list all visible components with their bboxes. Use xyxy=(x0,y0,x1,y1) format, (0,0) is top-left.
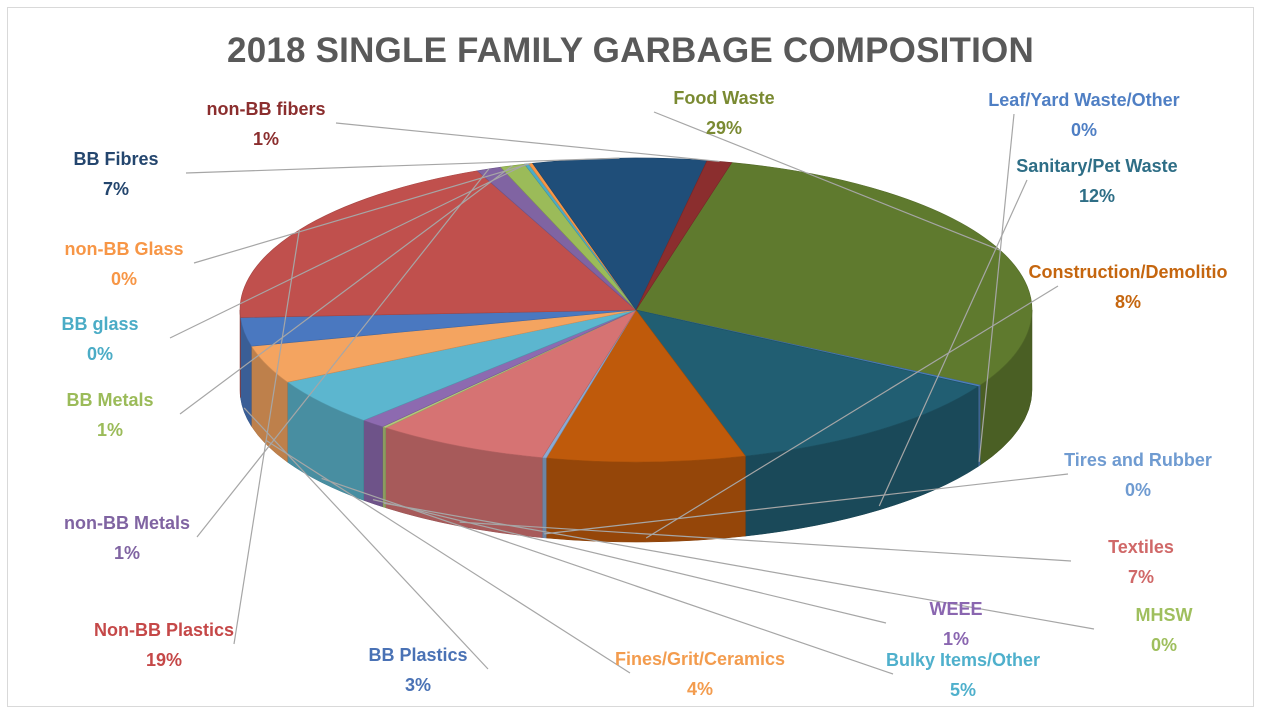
leader-line xyxy=(645,285,1059,539)
slice-label-name: WEEE xyxy=(929,599,982,619)
pie-slice-side-6 xyxy=(382,426,386,509)
slice-labels: Food Waste 29% Leaf/Yard Waste/Other 0% Sani… xyxy=(61,88,1227,700)
leader-line xyxy=(185,157,620,174)
slice-label-value: 1% xyxy=(97,420,123,440)
slice-label-name: Construction/Demolitio xyxy=(1029,262,1228,282)
pie-slice-sides xyxy=(239,309,1033,543)
pie-slice xyxy=(635,309,979,457)
slice-label-value: 1% xyxy=(943,629,969,649)
leader-line xyxy=(233,229,300,645)
slice-label-value: 3% xyxy=(405,675,431,695)
leader-line xyxy=(193,162,531,264)
slice-label-name: Bulky Items/Other xyxy=(886,650,1040,670)
leader-line xyxy=(878,179,1028,507)
leader-line xyxy=(459,521,1072,562)
leader-line xyxy=(384,502,1095,630)
slice-label-value: 0% xyxy=(1151,635,1177,655)
slice-label-value: 0% xyxy=(1071,120,1097,140)
leader-line xyxy=(243,407,489,670)
leader-line xyxy=(978,113,1015,462)
slice-label-name: BB Fibres xyxy=(73,149,158,169)
slice-label-name: Food Waste xyxy=(673,88,774,108)
slice-label-value: 7% xyxy=(1128,567,1154,587)
slice-label-name: non-BB Glass xyxy=(64,239,183,259)
slice-label-name: BB Metals xyxy=(66,390,153,410)
slice-label-value: 0% xyxy=(87,344,113,364)
slice-label-name: Textiles xyxy=(1108,537,1174,557)
chart-title: 2018 SINGLE FAMILY GARBAGE COMPOSITION xyxy=(227,31,1034,70)
pie-slice xyxy=(384,309,637,458)
slice-label-name: Fines/Grit/Ceramics xyxy=(615,649,785,669)
slice-label-value: 1% xyxy=(253,129,279,149)
slice-label-value: 1% xyxy=(114,543,140,563)
slice-label-name: Leaf/Yard Waste/Other xyxy=(988,90,1179,110)
slice-label-value: 19% xyxy=(146,650,182,670)
slice-label-name: MHSW xyxy=(1136,605,1193,625)
leader-lines xyxy=(169,111,1095,675)
slice-label-value: 7% xyxy=(103,179,129,199)
leader-line xyxy=(169,163,527,339)
slice-label-value: 12% xyxy=(1079,186,1115,206)
slice-label-value: 0% xyxy=(111,269,137,289)
leader-line xyxy=(335,122,720,163)
slice-label-value: 8% xyxy=(1115,292,1141,312)
leader-line xyxy=(321,477,894,675)
slice-label-name: BB Plastics xyxy=(368,645,467,665)
slice-label-value: 29% xyxy=(706,118,742,138)
slice-label-value: 4% xyxy=(687,679,713,699)
leader-line xyxy=(196,168,490,538)
slice-label-name: BB glass xyxy=(61,314,138,334)
slice-label-value: 5% xyxy=(950,680,976,700)
slice-label-name: non-BB Metals xyxy=(64,513,190,533)
slice-label-name: non-BB fibers xyxy=(207,99,326,119)
leader-line xyxy=(544,473,1069,535)
slice-label-name: Tires and Rubber xyxy=(1064,450,1212,470)
pie-slice-side-4 xyxy=(541,457,547,539)
leader-line xyxy=(179,165,513,415)
leader-line xyxy=(653,111,1001,251)
leader-line xyxy=(266,440,631,674)
leader-line xyxy=(372,499,887,624)
pie-slice-tops xyxy=(239,157,1033,463)
slice-label-value: 0% xyxy=(1125,480,1151,500)
slice-label-name: Sanitary/Pet Waste xyxy=(1016,156,1177,176)
pie-slice xyxy=(545,309,746,463)
slice-label-name: Non-BB Plastics xyxy=(94,620,234,640)
